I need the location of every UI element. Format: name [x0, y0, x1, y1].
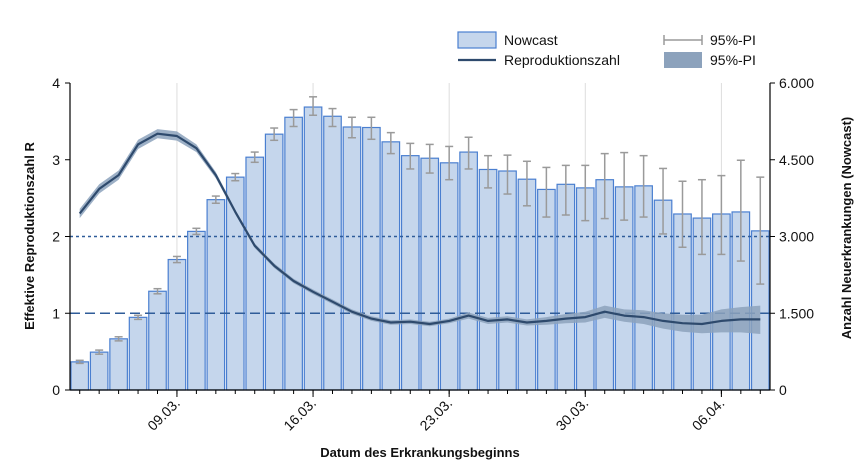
error-bar-16 [386, 131, 395, 155]
y-right-tick-label-0: 0 [779, 382, 787, 398]
error-bar-32 [697, 178, 706, 256]
y-left-tick-label-2: 2 [52, 229, 60, 245]
error-bar-24 [542, 166, 551, 218]
error-bar-3 [134, 314, 143, 321]
nowcast-bar-0 [70, 361, 90, 391]
error-bar-2 [114, 336, 123, 342]
nowcast-bar-12 [303, 106, 323, 391]
error-bar-11 [289, 108, 298, 128]
y-left-tick-label-4: 4 [52, 75, 60, 91]
error-bar-19 [445, 145, 454, 181]
error-bar-0 [75, 359, 84, 365]
y-right-tick-label-2: 3.000 [779, 229, 814, 245]
x-tick-label-0: 09.03. [144, 395, 183, 434]
nowcast-bar-11 [284, 116, 303, 391]
error-bar-8 [231, 172, 240, 182]
error-bar-7 [211, 195, 220, 204]
legend-swatch-band [664, 52, 702, 68]
x-tick-label-3: 30.03. [553, 395, 592, 434]
nowcast-bar-6 [187, 230, 206, 391]
error-bar-14 [347, 116, 356, 139]
nowcast-bar-17 [400, 155, 420, 391]
nowcast-bar-24 [537, 188, 556, 391]
error-bar-12 [309, 96, 318, 116]
error-bar-17 [406, 142, 415, 170]
error-bar-34 [736, 159, 745, 262]
nowcast-bar-15 [362, 126, 381, 391]
error-bar-10 [270, 127, 279, 142]
nowcast-bar-14 [342, 126, 362, 391]
legend-item-0: Nowcast [457, 31, 558, 49]
error-bar-27 [600, 152, 609, 220]
nowcast-bar-2 [109, 338, 128, 391]
error-bar-28 [620, 151, 629, 221]
r-line [78, 132, 761, 326]
y-axis-right-label: Anzahl Neuerkrankungen (Nowcast) [839, 117, 854, 340]
nowcast-bar-19 [439, 162, 459, 391]
error-bar-9 [250, 151, 259, 164]
error-bar-29 [639, 154, 648, 218]
legend-label-0: Nowcast [504, 32, 558, 48]
error-bar-21 [484, 154, 493, 189]
reference-lines [70, 235, 770, 314]
legend-label-3: 95%-PI [710, 52, 756, 68]
y-left-tick-label-1: 1 [52, 305, 60, 321]
error-bar-18 [425, 143, 434, 174]
reproduction-number-series [78, 129, 761, 334]
legend: Nowcast Reproduktionszahl 95%-PI 95%-PI [457, 31, 756, 68]
y-left-tick-label-0: 0 [52, 382, 60, 398]
nowcast-bar-23 [517, 178, 537, 391]
error-bar-15 [367, 116, 376, 141]
nowcast-bar-1 [89, 351, 109, 391]
error-bar-5 [172, 255, 181, 264]
x-axis-label: Datum des Erkrankungsbeginns [320, 445, 519, 460]
error-bar-4 [153, 287, 162, 295]
nowcast-bar-4 [148, 290, 167, 391]
nowcast-bar-5 [167, 258, 187, 391]
x-tick-label-2: 23.03. [416, 395, 455, 434]
y-right-tick-label-1: 1.500 [779, 305, 814, 321]
error-bar-20 [464, 136, 473, 170]
legend-label-1: Reproduktionszahl [504, 52, 620, 68]
nowcast-bar-9 [245, 156, 265, 391]
nowcast-bar-8 [225, 176, 245, 391]
y-right-tick-label-4: 6.000 [779, 75, 814, 91]
nowcast-bar-16 [381, 141, 401, 391]
error-bar-33 [717, 174, 726, 256]
nowcast-bar-10 [264, 133, 284, 391]
legend-item-1: Reproduktionszahl [458, 52, 620, 68]
error-bar-23 [522, 160, 531, 207]
legend-item-3: 95%-PI [664, 52, 756, 68]
y-axis-left-label: Effektive Reproduktionszahl R [22, 141, 37, 329]
error-bar-25 [561, 164, 570, 216]
y-right-tick-label-3: 4.500 [779, 152, 814, 168]
legend-item-2: 95%-PI [663, 32, 756, 48]
legend-swatch-bar [457, 31, 497, 49]
legend-label-2: 95%-PI [710, 32, 756, 48]
nowcast-bar-18 [420, 157, 440, 391]
error-bar-1 [95, 349, 104, 355]
error-bar-22 [503, 154, 512, 195]
error-bar-35 [756, 176, 765, 285]
error-bar-6 [192, 227, 201, 236]
error-bar-31 [678, 180, 687, 248]
y-left-tick-label-3: 3 [52, 152, 60, 168]
nowcast-bar-22 [498, 170, 517, 391]
nowcast-bars [70, 106, 770, 391]
nowcast-bar-21 [478, 168, 498, 391]
x-tick-label-1: 16.03. [280, 395, 319, 434]
x-tick-label-4: 06.04. [689, 395, 728, 434]
nowcast-bar-3 [128, 316, 148, 391]
nowcast-bar-13 [323, 115, 342, 391]
error-bar-26 [581, 164, 590, 222]
error-bar-13 [328, 107, 337, 128]
nowcast-error-bars [75, 96, 765, 365]
nowcast-bar-7 [206, 199, 226, 391]
error-bar-30 [659, 167, 668, 235]
nowcast-bar-20 [459, 151, 478, 391]
